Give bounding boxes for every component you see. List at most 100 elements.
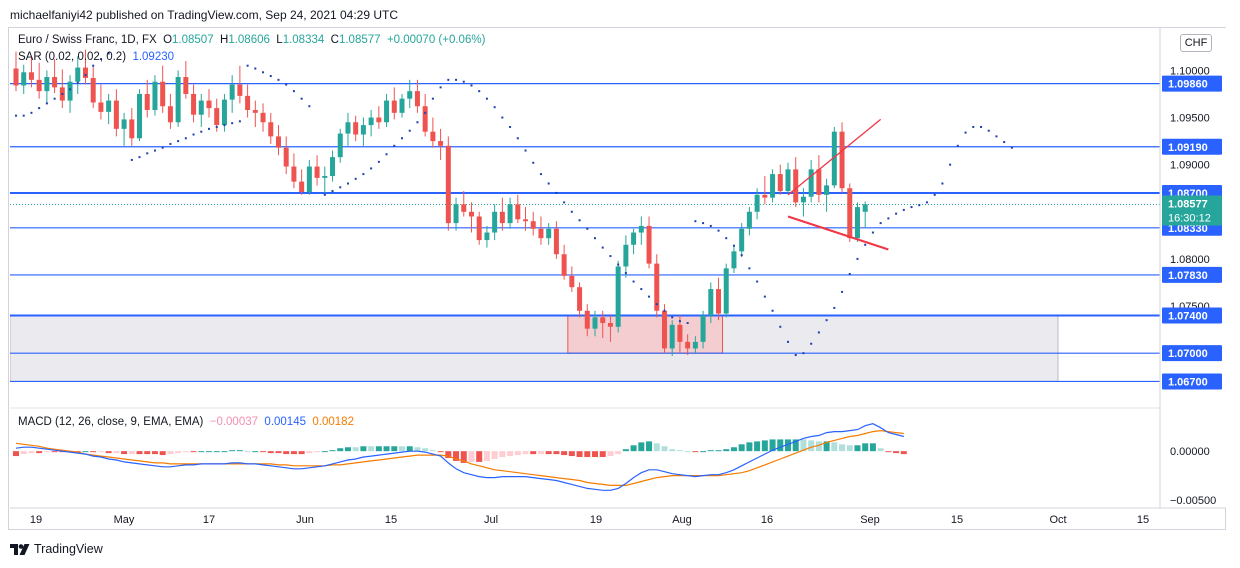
sar-dot xyxy=(292,90,295,93)
tradingview-brand[interactable]: TradingView xyxy=(10,542,103,556)
sar-dot xyxy=(169,142,172,145)
sar-dot xyxy=(277,78,280,81)
sar-dot xyxy=(1010,146,1013,149)
sar-dot xyxy=(609,255,612,258)
publisher-caption: michaelfaniyi42 published on TradingView… xyxy=(10,8,399,22)
macd-label[interactable]: MACD (12, 26, close, 9, EMA, EMA) xyxy=(18,416,204,428)
sar-dot xyxy=(200,130,203,133)
sar-dot xyxy=(841,290,844,293)
sar-dot xyxy=(354,177,357,180)
support-zone xyxy=(10,314,1059,382)
macd-histogram-bar xyxy=(507,451,514,457)
candle-body xyxy=(183,77,189,94)
sar-dot xyxy=(524,149,527,152)
price-axis[interactable]: 1.100001.095001.090001.085001.080001.075… xyxy=(1159,28,1226,508)
macd-histogram-bar xyxy=(244,451,251,453)
macd-histogram-bar xyxy=(715,450,722,452)
candle-body xyxy=(839,131,845,189)
macd-histogram-bar xyxy=(746,442,753,452)
symbol-legend: Euro / Swiss Franc, 1D, FX O1.08507 H1.0… xyxy=(18,34,485,46)
sar-dot xyxy=(933,193,936,196)
macd-histogram-bar xyxy=(530,451,537,455)
parabolic-sar-layer xyxy=(15,52,1013,357)
macd-histogram-bar xyxy=(128,451,135,455)
sar-dot xyxy=(918,204,921,207)
sar-dot xyxy=(532,161,535,164)
candle-body xyxy=(731,251,737,269)
sar-dot xyxy=(254,67,257,70)
candle-body xyxy=(862,204,868,212)
candle-body xyxy=(221,99,227,126)
macd-histogram-bar xyxy=(360,446,367,452)
level-price-tag xyxy=(1162,373,1222,390)
candle-body xyxy=(507,204,513,224)
time-tick-label: Jul xyxy=(484,514,498,526)
macd-histogram-bar xyxy=(900,451,907,455)
candle-body xyxy=(152,81,158,110)
level-price-label: 1.08330 xyxy=(1168,223,1208,235)
candle-body xyxy=(407,91,413,99)
candle-body xyxy=(685,341,691,349)
time-axis[interactable]: 19 May 17 Jun 15 Jul 19 Aug 16 Sep 15 Oct 15 xyxy=(10,507,1226,526)
sar-dot xyxy=(949,163,952,166)
sar-dot xyxy=(485,97,488,100)
time-tick-label: Sep xyxy=(860,514,880,526)
macd-histogram-value: −0.00037 xyxy=(209,416,259,428)
currency-button[interactable]: CHF xyxy=(1180,34,1212,52)
sar-dot xyxy=(995,135,998,138)
candle-body xyxy=(708,289,714,316)
macd-histogram-bar xyxy=(406,446,413,452)
sar-dot xyxy=(694,220,697,223)
macd-histogram-bar xyxy=(831,442,838,452)
macd-histogram-bar xyxy=(13,451,19,457)
candle-body xyxy=(129,119,135,139)
macd-histogram-bar xyxy=(653,443,660,452)
level-price-tag xyxy=(1162,138,1222,155)
sar-dot xyxy=(794,354,797,357)
macd-histogram-bar xyxy=(738,444,745,452)
candle-body xyxy=(492,211,498,233)
macd-histogram-bar xyxy=(723,449,730,452)
sar-dot xyxy=(184,137,187,140)
macd-histogram-bar xyxy=(121,451,128,455)
sar-dot xyxy=(972,125,975,128)
macd-histogram-bar xyxy=(499,451,506,458)
sar-dot xyxy=(702,222,705,225)
sar-dot xyxy=(856,257,859,260)
macd-histogram-bar xyxy=(298,451,305,455)
sar-dot xyxy=(617,263,620,266)
sar-dot xyxy=(215,125,218,128)
low-label: L xyxy=(276,34,283,46)
macd-histogram-bar xyxy=(206,451,212,453)
range-box xyxy=(567,314,724,354)
sar-dot xyxy=(864,243,867,246)
macd-line xyxy=(15,423,904,491)
candle-body xyxy=(816,169,822,195)
time-tick-label: May xyxy=(114,514,135,526)
sar-dot xyxy=(879,222,882,225)
sar-dot xyxy=(1003,141,1006,144)
sar-dot xyxy=(902,208,905,211)
macd-histogram-bar xyxy=(893,451,900,454)
candle-body xyxy=(82,67,88,78)
macd-histogram-bar xyxy=(599,451,606,458)
sar-dot xyxy=(362,173,365,176)
candle-body xyxy=(723,268,729,314)
symbol-name[interactable]: Euro / Swiss Franc, 1D, FX xyxy=(18,34,157,46)
sar-dot xyxy=(92,64,95,67)
macd-histogram-bar xyxy=(769,439,776,452)
candle-body xyxy=(631,232,637,245)
low-value: 1.08334 xyxy=(282,34,325,46)
macd-histogram-bar xyxy=(337,448,344,452)
lower-trendline xyxy=(787,215,889,251)
macd-histogram-bar xyxy=(638,442,645,452)
macd-histogram-bar xyxy=(761,440,768,452)
macd-histogram-bar xyxy=(615,451,622,455)
macd-histogram-bar xyxy=(36,451,43,454)
sar-dot xyxy=(53,97,56,100)
sar-label[interactable]: SAR (0.02, 0.02, 0.2) xyxy=(18,51,127,63)
sar-dot xyxy=(895,212,898,215)
candle-body xyxy=(800,196,806,203)
macd-histogram-bar xyxy=(877,448,884,452)
